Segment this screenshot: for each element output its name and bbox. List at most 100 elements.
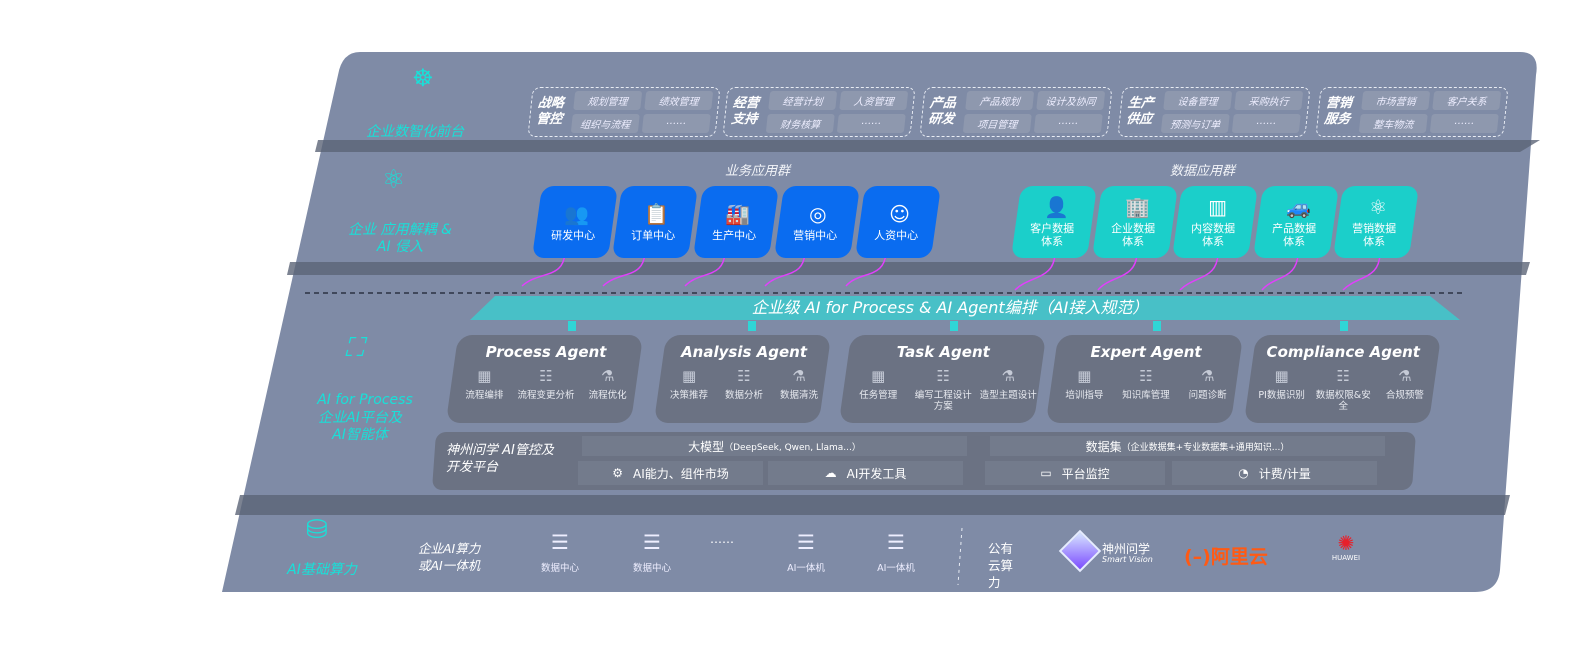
front-group: 生产供应 设备管理 采购执行 预测与订单…… [1117,87,1311,137]
agent-capability: ▦ PI数据识别 [1251,367,1312,412]
group-chip[interactable]: …… [836,114,906,133]
group-title: 战略管控 [535,96,565,127]
agent-capability: ▦ 决策推荐 [662,367,716,401]
business-card[interactable]: 👥 研发中心 [531,186,619,258]
card-label: 内容数据体系 [1191,222,1236,248]
clipboard-icon: 📋 [643,201,669,226]
dev-tools[interactable]: ☁ AI开发工具 [768,461,963,485]
agent-card[interactable]: Process Agent ▦ 流程编排 ☷ 流程变更分析 ⚗ 流程优化 [445,335,644,423]
group-chip[interactable]: 绩效管理 [644,91,714,110]
group-chip[interactable]: 市场营销 [1361,91,1431,110]
agent-card[interactable]: Task Agent ▦ 任务管理 ☷ 编写工程设计方案 ⚗ 造型主题设计 [838,335,1047,423]
person-icon: ☺ [888,201,910,226]
group-chip[interactable]: 预测与订单 [1160,114,1230,133]
business-card[interactable]: ◎ 营销中心 [773,186,861,258]
card-label: 营销中心 [793,228,838,242]
group-chip[interactable]: 组织与流程 [570,114,640,133]
capability-icon: ☷ [737,367,751,385]
server: ☰ AI一体机 [776,530,836,574]
group-chip[interactable]: 客户关系 [1432,91,1502,110]
aliyun-logo: (–)阿里云 [1184,546,1268,568]
face-scan-icon: ⛶ [345,333,364,363]
business-card[interactable]: ☺ 人资中心 [854,186,942,258]
target-icon: ◎ [809,201,827,226]
data-card[interactable]: ⚛ 营销数据体系 [1332,186,1420,258]
enterprise-compute-label: 企业AI算力或AI一体机 [418,541,481,573]
server: ☰ 数据中心 [622,530,682,574]
card-label: 产品数据体系 [1272,222,1317,248]
monitor-icon: ▭ [1040,466,1052,480]
group-chip[interactable]: 人资管理 [839,91,909,110]
server-icon: ☰ [797,530,815,554]
business-group-title: 业务应用群 [725,164,791,179]
group-chip[interactable]: 经营计划 [768,91,838,110]
agent-capability: ☷ 数据权限&安全 [1313,367,1374,412]
group-chip[interactable]: …… [1429,114,1499,133]
model-label: 大模型 [688,439,725,454]
group-chip[interactable]: 设计及协同 [1036,91,1106,110]
vendor-shenzhou-sub: Smart Vision [1102,555,1153,564]
apps-layer-label: 企业 应用解耦 & AI 侵入 [348,222,452,255]
dataset-label: 数据集 [1085,439,1122,454]
agent-capability: ▦ 任务管理 [846,367,910,412]
group-chip[interactable]: …… [1033,114,1103,133]
group-chip[interactable]: 项目管理 [962,114,1032,133]
agent-card[interactable]: Analysis Agent ▦ 决策推荐 ☷ 数据分析 ⚗ 数据清洗 [653,335,832,423]
atom-icon: ⚛ [1369,195,1388,219]
component-market[interactable]: ⚙ AI能力、组件市场 [578,461,763,485]
agent-title: Process Agent [485,343,607,361]
agent-capability: ☷ 知识库管理 [1115,367,1176,401]
data-card[interactable]: 🏢 企业数据体系 [1091,186,1179,258]
capability-icon: ⚗ [792,367,806,385]
agent-capability: ⚗ 合规预警 [1374,367,1435,412]
card-label: 营销数据体系 [1352,222,1397,248]
group-chip[interactable]: …… [641,114,711,133]
card-label: 人资中心 [874,228,919,242]
group-chip[interactable]: 产品规划 [965,91,1035,110]
agent-card[interactable]: Expert Agent ▦ 培训指导 ☷ 知识库管理 ⚗ 问题诊断 [1045,335,1244,423]
group-chip[interactable]: 整车物流 [1358,114,1428,133]
agent-title: Expert Agent [1090,343,1202,361]
billing[interactable]: ◔ 计费/计量 [1172,461,1377,485]
server: ☰ 数据中心 [530,530,590,574]
data-card[interactable]: 🚙 产品数据体系 [1252,186,1340,258]
agent-capability: ▦ 培训指导 [1054,367,1115,401]
public-cloud-label: 公有云算力 [988,541,1014,590]
capability-icon: ☷ [1336,367,1350,385]
data-card[interactable]: 👤 客户数据体系 [1010,186,1098,258]
agent-capability: ⚗ 流程优化 [577,367,638,401]
group-chip[interactable]: 采购执行 [1234,91,1304,110]
card-label: 客户数据体系 [1030,222,1075,248]
agent-capability: ☷ 数据分析 [717,367,771,401]
group-chip[interactable]: 规划管理 [573,91,643,110]
agent-title: Task Agent [896,343,990,361]
platform-title: 神州问学 AI管控及开发平台 [446,443,554,475]
agent-capability: ⚗ 问题诊断 [1177,367,1238,401]
market-icon: ⚙ [612,466,623,480]
dataset-bar: 数据集 （企业数据集+专业数据集+通用知识...） [990,436,1385,456]
ai-layer-label-en: AI for Process [317,392,413,408]
platform-monitor[interactable]: ▭ 平台监控 [985,461,1165,485]
model-note: （DeepSeek, Qwen, Llama...） [724,442,861,453]
group-chip[interactable]: …… [1231,114,1301,133]
agent-capability: ⚗ 数据清洗 [772,367,826,401]
front-group: 产品研发 产品规划 设计及协同 项目管理…… [919,87,1113,137]
server-icon: ☰ [643,530,661,554]
vendor-shenzhou: 神州问学 [1102,542,1151,556]
gauge-icon: ◔ [1238,466,1249,480]
ai-layer-label-cn: 企业AI平台及AI智能体 [318,410,402,443]
user-icon: 👤 [1043,195,1069,219]
business-card[interactable]: 📋 订单中心 [611,186,699,258]
data-card[interactable]: ▥ 内容数据体系 [1171,186,1259,258]
server: ☰ AI一体机 [866,530,926,574]
capability-icon: ☷ [936,367,950,385]
agent-card[interactable]: Compliance Agent ▦ PI数据识别 ☷ 数据权限&安全 ⚗ 合规预警 [1243,335,1442,423]
users-icon: 👥 [563,201,589,226]
group-chip[interactable]: 财务核算 [765,114,835,133]
server-icon: ☰ [551,530,569,554]
group-chip[interactable]: 设备管理 [1163,91,1233,110]
capability-icon: ⚗ [1200,367,1215,385]
brain-head-icon: ☸ [412,64,434,92]
business-card[interactable]: 🏭 生产中心 [692,186,780,258]
group-title: 营销服务 [1323,96,1353,127]
